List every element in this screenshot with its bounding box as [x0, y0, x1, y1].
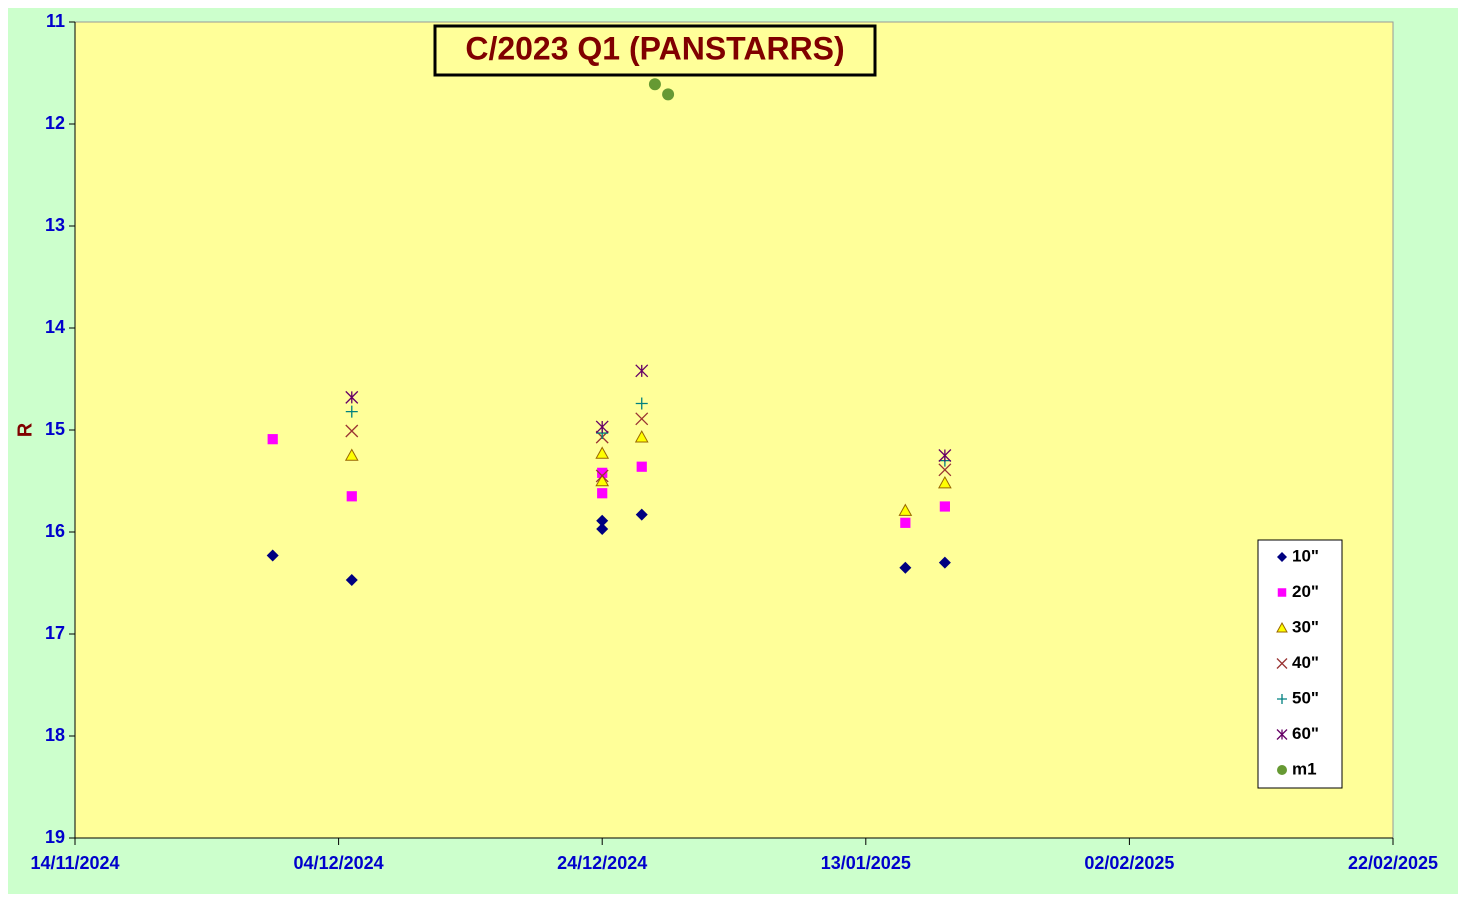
marker [635, 364, 649, 378]
x-tick-label: 02/02/2025 [1084, 853, 1174, 873]
y-tick-label: 16 [45, 521, 65, 541]
marker [634, 430, 649, 443]
marker [344, 448, 359, 461]
x-tick-label: 14/11/2024 [30, 853, 119, 873]
marker [597, 488, 608, 499]
marker [345, 573, 358, 586]
marker [938, 449, 952, 462]
marker [938, 476, 952, 489]
legend-label: 30" [1292, 617, 1319, 636]
legend-label: 20" [1292, 582, 1319, 601]
marker [267, 434, 278, 445]
y-tick-label: 15 [45, 419, 65, 439]
y-tick-label: 13 [45, 215, 65, 235]
marker [1277, 552, 1287, 562]
marker [266, 549, 279, 562]
chart-title: C/2023 Q1 (PANSTARRS) [465, 30, 844, 66]
y-tick-label: 12 [45, 113, 65, 133]
marker [662, 88, 675, 101]
marker [1276, 658, 1288, 669]
title-box [433, 24, 877, 77]
marker [595, 473, 610, 487]
marker [899, 561, 912, 574]
marker [1277, 588, 1287, 597]
legend-label: m1 [1292, 759, 1317, 778]
marker [1277, 765, 1287, 775]
x-tick-label: 24/12/2024 [557, 853, 647, 873]
y-tick-label: 11 [46, 11, 65, 31]
marker [345, 424, 359, 438]
marker [1276, 621, 1288, 633]
marker [635, 508, 648, 521]
legend-label: 40" [1292, 653, 1319, 672]
x-tick-label: 04/12/2024 [294, 853, 384, 873]
y-tick-label: 18 [45, 725, 65, 745]
y-tick-label: 14 [45, 317, 65, 337]
marker [938, 556, 951, 569]
marker [345, 405, 358, 418]
marker [898, 503, 913, 516]
legend-label: 60" [1292, 724, 1319, 743]
marker [938, 463, 952, 477]
marker [635, 412, 649, 426]
marker [635, 397, 648, 410]
marker [900, 517, 911, 528]
y-tick-label: 19 [45, 827, 65, 847]
legend-label: 10" [1292, 546, 1319, 565]
legend-box [1257, 539, 1343, 789]
plot-area [74, 21, 1394, 839]
y-tick-label: 17 [45, 623, 65, 643]
x-tick-label: 13/01/2025 [821, 853, 911, 873]
marker [1276, 729, 1288, 740]
marker [595, 420, 609, 434]
marker [939, 501, 950, 512]
marker [597, 467, 608, 478]
marker [595, 469, 609, 483]
marker [596, 522, 609, 535]
marker [595, 446, 610, 459]
legend-label: 50" [1292, 688, 1319, 707]
marker [636, 461, 647, 472]
y-axis-label: R [14, 422, 36, 437]
marker [346, 491, 357, 502]
marker [648, 78, 661, 91]
marker [1277, 694, 1287, 704]
x-tick-label: 22/02/2025 [1348, 853, 1438, 873]
marker [596, 514, 609, 527]
marker [345, 390, 359, 404]
